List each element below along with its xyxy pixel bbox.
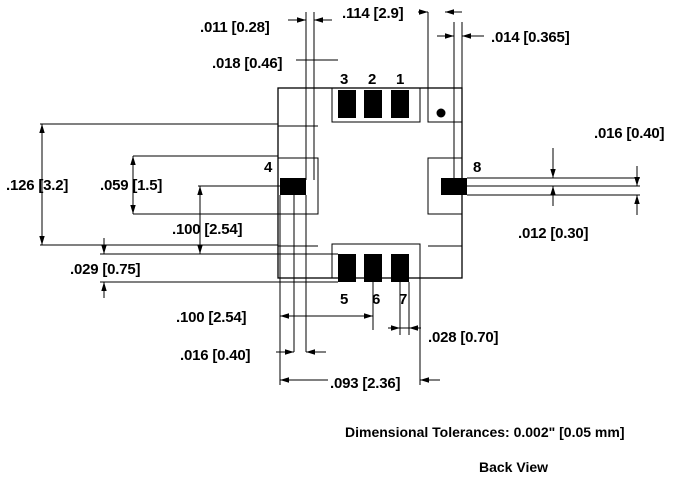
dim-093: .093 [2.36] (330, 375, 401, 392)
view-label: Back View (479, 459, 549, 475)
dim-016-right: .016 [0.40] (594, 125, 665, 142)
dim-059: .059 [1.5] (100, 177, 162, 194)
dim-114: .114 [2.9] (342, 5, 404, 22)
pad-3 (338, 90, 356, 118)
dimension-lines (39, 9, 640, 383)
dim-126: .126 [3.2] (6, 177, 68, 194)
dim-018: .018 [0.46] (212, 55, 283, 72)
package-drawing: 3 2 1 4 8 5 6 7 (6, 5, 665, 392)
pad-6 (364, 254, 382, 282)
pad-8 (441, 178, 467, 195)
pin-label-4: 4 (264, 159, 273, 176)
pin-label-6: 6 (372, 291, 380, 308)
pin-label-8: 8 (473, 159, 481, 176)
pad-7 (391, 254, 409, 282)
tolerance-note: Dimensional Tolerances: 0.002" [0.05 mm] (345, 424, 625, 440)
dim-012: .012 [0.30] (518, 225, 589, 242)
pads (280, 90, 467, 282)
pin-label-7: 7 (399, 291, 407, 308)
pin1-marker-dot (436, 108, 446, 118)
pin-label-3: 3 (340, 71, 348, 88)
pin-label-1: 1 (396, 71, 404, 88)
dim-011: .011 [0.28] (200, 19, 270, 36)
pad-2 (364, 90, 382, 118)
dim-016-bottom: .016 [0.40] (180, 347, 251, 364)
dim-014: .014 [0.365] (491, 29, 570, 46)
pin-label-5: 5 (340, 291, 348, 308)
pad-5 (338, 254, 356, 282)
dim-100-bottom: .100 [2.54] (176, 309, 247, 326)
dim-028: .028 [0.70] (428, 329, 499, 346)
dim-100-left: .100 [2.54] (172, 221, 243, 238)
pin-label-2: 2 (368, 71, 376, 88)
extension-lines (40, 12, 640, 385)
pad-1 (391, 90, 409, 118)
dim-029: .029 [0.75] (70, 261, 141, 278)
pad-4 (280, 178, 306, 195)
